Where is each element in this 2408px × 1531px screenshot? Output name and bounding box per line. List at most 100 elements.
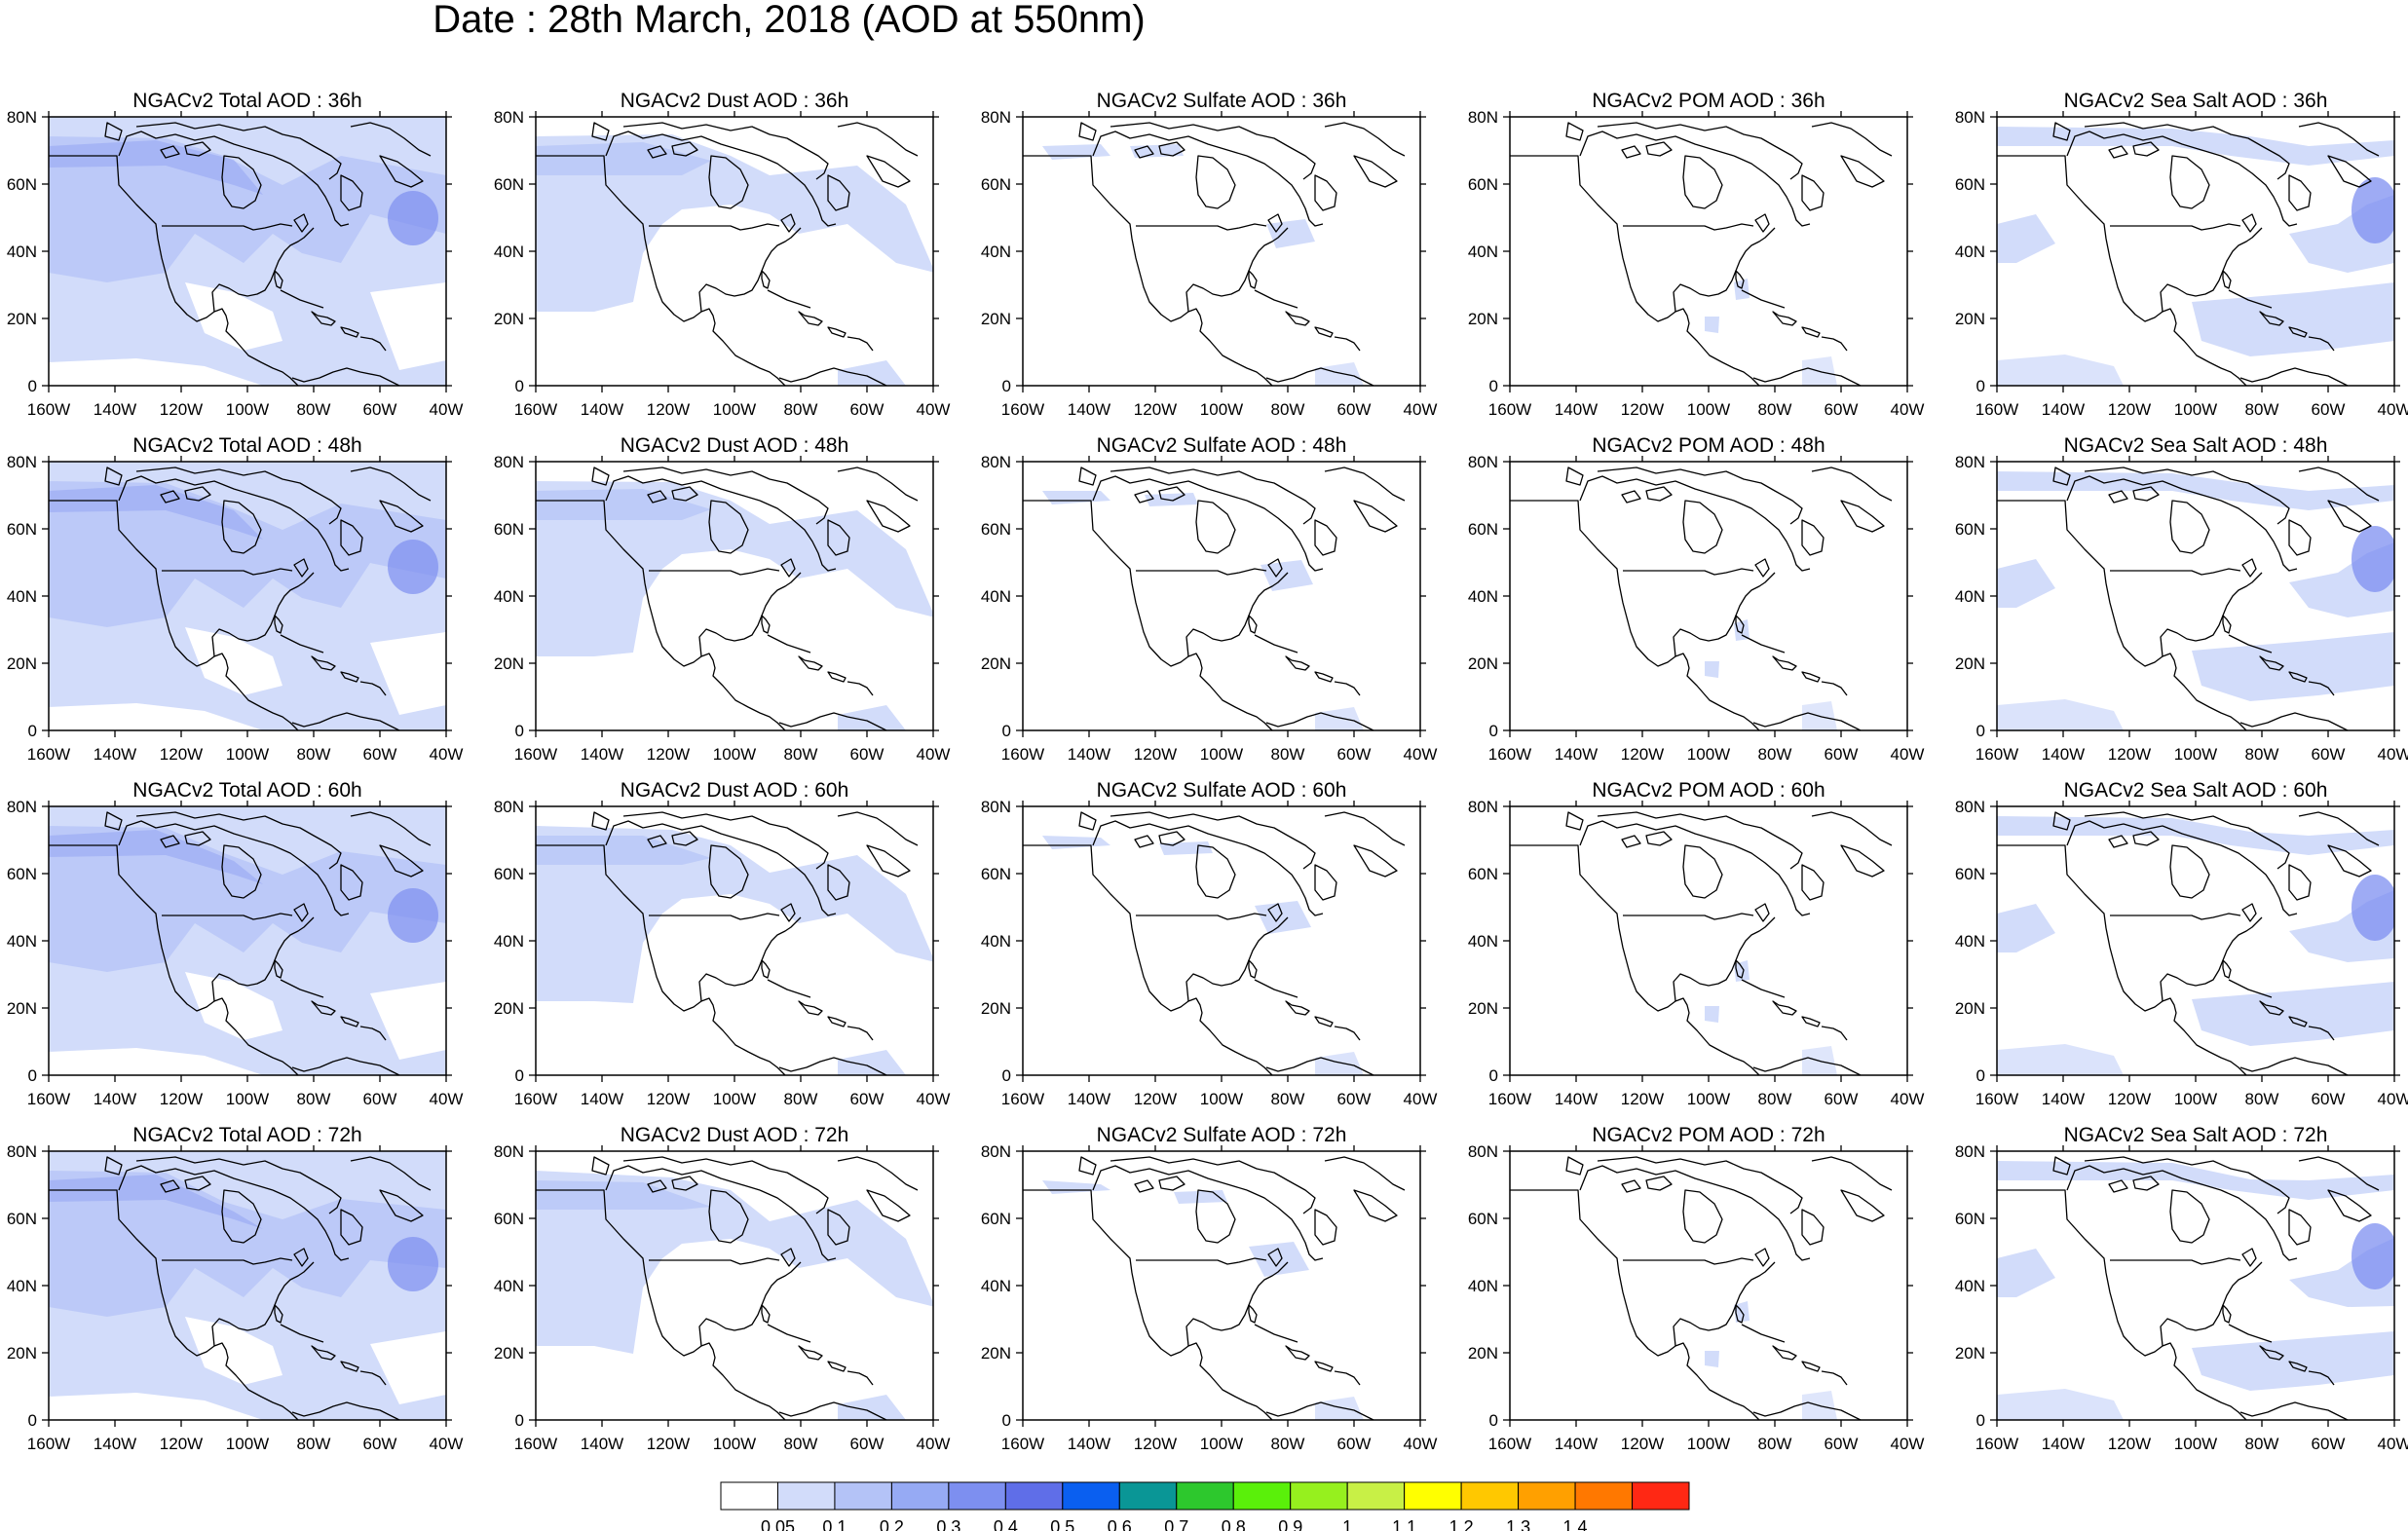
- lon-tick-label: 40W: [2378, 745, 2408, 764]
- lon-tick-label: 140W: [94, 745, 136, 764]
- panel-title: NGACv2 Sulfate AOD : 48h: [1097, 434, 1347, 457]
- panel-title: NGACv2 Dust AOD : 48h: [621, 434, 849, 457]
- lat-tick-label: 60N: [1955, 865, 1985, 883]
- colorbar-label: 1.4: [1563, 1517, 1588, 1531]
- lon-tick-label: 120W: [647, 745, 690, 764]
- lat-tick-label: 0: [1976, 377, 1985, 395]
- lat-tick-label: 20N: [494, 310, 524, 328]
- map-area: [1509, 1150, 1908, 1421]
- lat-tick-label: 60N: [7, 175, 37, 194]
- lat-tick-label: 20N: [1955, 654, 1985, 673]
- panel-title: NGACv2 Sulfate AOD : 72h: [1097, 1124, 1347, 1146]
- lat-tick-label: 20N: [981, 1344, 1011, 1363]
- map-panel: NGACv2 Dust AOD : 36h 160W 140W 120W 100W 80W…: [494, 90, 951, 419]
- lon-tick-label: 120W: [1134, 1090, 1177, 1108]
- lat-tick-label: 80N: [494, 108, 524, 127]
- lat-tick-label: 20N: [981, 310, 1011, 328]
- colorbar-swatch: [1118, 1481, 1178, 1511]
- lat-tick-label: 80N: [1468, 1142, 1498, 1161]
- lon-tick-label: 60W: [1337, 745, 1372, 764]
- panel-title: NGACv2 Total AOD : 36h: [132, 90, 361, 112]
- lon-tick-label: 80W: [1271, 400, 1305, 419]
- lon-tick-label: 40W: [917, 1090, 951, 1108]
- lat-tick-label: 40N: [7, 587, 37, 606]
- lat-tick-label: 0: [1489, 377, 1498, 395]
- lon-tick-label: 40W: [917, 1435, 951, 1453]
- panel-title: NGACv2 Total AOD : 60h: [132, 779, 361, 802]
- map-panel: NGACv2 Total AOD : 72h 160W 140W 120W 100W 80…: [7, 1124, 464, 1453]
- lon-tick-label: 60W: [363, 1435, 397, 1453]
- lon-tick-label: 80W: [2245, 745, 2279, 764]
- lat-tick-label: 0: [1002, 1066, 1011, 1085]
- lat-tick-label: 80N: [494, 798, 524, 816]
- lon-tick-label: 60W: [1337, 1435, 1372, 1453]
- lon-tick-label: 60W: [2312, 1090, 2346, 1108]
- lon-tick-label: 80W: [2245, 1090, 2279, 1108]
- map-panel: NGACv2 Sea Salt AOD : 36h 160W 140W 120W 100…: [1955, 90, 2408, 419]
- panel-title: NGACv2 Sea Salt AOD : 72h: [2064, 1124, 2328, 1146]
- lon-tick-label: 80W: [1758, 1090, 1792, 1108]
- lat-tick-label: 40N: [981, 587, 1011, 606]
- figure-title: Date : 28th March, 2018 (AOD at 550nm): [433, 0, 1146, 41]
- lon-tick-label: 60W: [850, 1435, 884, 1453]
- map-panel: NGACv2 POM AOD : 36h 160W 140W 120W 100W 80W 6…: [1468, 90, 1925, 419]
- colorbar-swatch: [1460, 1481, 1520, 1511]
- lon-tick-label: 40W: [917, 400, 951, 419]
- map-panel: NGACv2 Dust AOD : 72h 160W 140W 120W 100W 80W…: [494, 1124, 951, 1453]
- lon-tick-label: 140W: [94, 1090, 136, 1108]
- lon-tick-label: 160W: [1975, 1435, 2018, 1453]
- lat-tick-label: 0: [1002, 722, 1011, 740]
- lat-tick-label: 60N: [981, 175, 1011, 194]
- map-area: [535, 805, 934, 1076]
- panel-title: NGACv2 Sulfate AOD : 36h: [1097, 90, 1347, 112]
- lon-tick-label: 100W: [226, 1090, 269, 1108]
- panel-title: NGACv2 Sea Salt AOD : 60h: [2064, 779, 2328, 802]
- lon-tick-label: 160W: [1488, 745, 1531, 764]
- lon-tick-label: 140W: [1068, 1435, 1110, 1453]
- lon-tick-label: 40W: [1404, 1090, 1438, 1108]
- colorbar-label: 0.1: [822, 1517, 847, 1531]
- lon-tick-label: 160W: [27, 400, 70, 419]
- lon-tick-label: 120W: [647, 1090, 690, 1108]
- lon-tick-label: 80W: [297, 1435, 331, 1453]
- lat-tick-label: 40N: [494, 243, 524, 261]
- lon-tick-label: 100W: [1687, 400, 1730, 419]
- colorbar-swatch: [1176, 1481, 1234, 1511]
- lat-tick-label: 60N: [7, 520, 37, 539]
- lon-tick-label: 80W: [784, 745, 818, 764]
- lat-tick-label: 20N: [1468, 310, 1498, 328]
- lat-tick-label: 80N: [1468, 453, 1498, 471]
- lon-tick-label: 80W: [1271, 1090, 1305, 1108]
- lon-tick-label: 120W: [160, 1090, 203, 1108]
- lat-tick-label: 0: [1002, 1411, 1011, 1430]
- colorbar-swatch: [720, 1481, 778, 1511]
- map-area: [1022, 1150, 1421, 1421]
- lon-tick-label: 120W: [1134, 400, 1177, 419]
- panel-title: NGACv2 Sea Salt AOD : 36h: [2064, 90, 2328, 112]
- lon-tick-label: 120W: [2108, 400, 2151, 419]
- lon-tick-label: 60W: [2312, 1435, 2346, 1453]
- lat-tick-label: 0: [1489, 1066, 1498, 1085]
- lat-tick-label: 0: [515, 1411, 524, 1430]
- map-panel: NGACv2 Sea Salt AOD : 60h 160W 140W 120W 100…: [1955, 779, 2408, 1108]
- lon-tick-label: 40W: [917, 745, 951, 764]
- lat-tick-label: 80N: [7, 108, 37, 127]
- lon-tick-label: 160W: [1001, 745, 1044, 764]
- lon-tick-label: 60W: [1825, 1435, 1859, 1453]
- lon-tick-label: 40W: [1891, 745, 1925, 764]
- lon-tick-label: 120W: [2108, 1090, 2151, 1108]
- lat-tick-label: 0: [1976, 1066, 1985, 1085]
- lon-tick-label: 160W: [514, 400, 557, 419]
- lon-tick-label: 40W: [430, 745, 464, 764]
- lat-tick-label: 80N: [7, 453, 37, 471]
- lon-tick-label: 140W: [581, 1090, 623, 1108]
- panel-title: NGACv2 Total AOD : 72h: [132, 1124, 361, 1146]
- lat-tick-label: 80N: [494, 453, 524, 471]
- lon-tick-label: 100W: [2174, 745, 2217, 764]
- lon-tick-label: 100W: [713, 745, 756, 764]
- lon-tick-label: 60W: [2312, 745, 2346, 764]
- lon-tick-label: 60W: [363, 400, 397, 419]
- lat-tick-label: 20N: [1468, 1344, 1498, 1363]
- lat-tick-label: 80N: [1955, 108, 1985, 127]
- lon-tick-label: 60W: [1825, 1090, 1859, 1108]
